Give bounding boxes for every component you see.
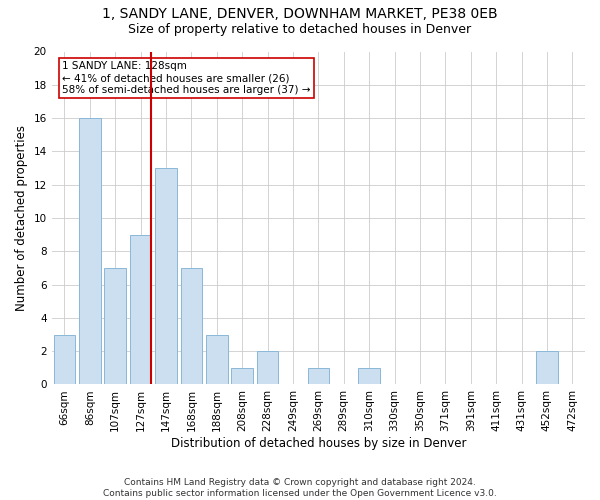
Bar xyxy=(53,334,75,384)
Bar xyxy=(536,351,557,384)
Text: 1, SANDY LANE, DENVER, DOWNHAM MARKET, PE38 0EB: 1, SANDY LANE, DENVER, DOWNHAM MARKET, P… xyxy=(102,8,498,22)
Bar xyxy=(308,368,329,384)
Bar xyxy=(155,168,177,384)
Text: 1 SANDY LANE: 128sqm
← 41% of detached houses are smaller (26)
58% of semi-detac: 1 SANDY LANE: 128sqm ← 41% of detached h… xyxy=(62,62,311,94)
X-axis label: Distribution of detached houses by size in Denver: Distribution of detached houses by size … xyxy=(170,437,466,450)
Bar xyxy=(206,334,227,384)
Y-axis label: Number of detached properties: Number of detached properties xyxy=(15,125,28,311)
Text: Size of property relative to detached houses in Denver: Size of property relative to detached ho… xyxy=(128,22,472,36)
Text: Contains HM Land Registry data © Crown copyright and database right 2024.
Contai: Contains HM Land Registry data © Crown c… xyxy=(103,478,497,498)
Bar xyxy=(232,368,253,384)
Bar xyxy=(130,234,151,384)
Bar xyxy=(104,268,126,384)
Bar xyxy=(257,351,278,384)
Bar xyxy=(79,118,101,384)
Bar xyxy=(181,268,202,384)
Bar xyxy=(358,368,380,384)
